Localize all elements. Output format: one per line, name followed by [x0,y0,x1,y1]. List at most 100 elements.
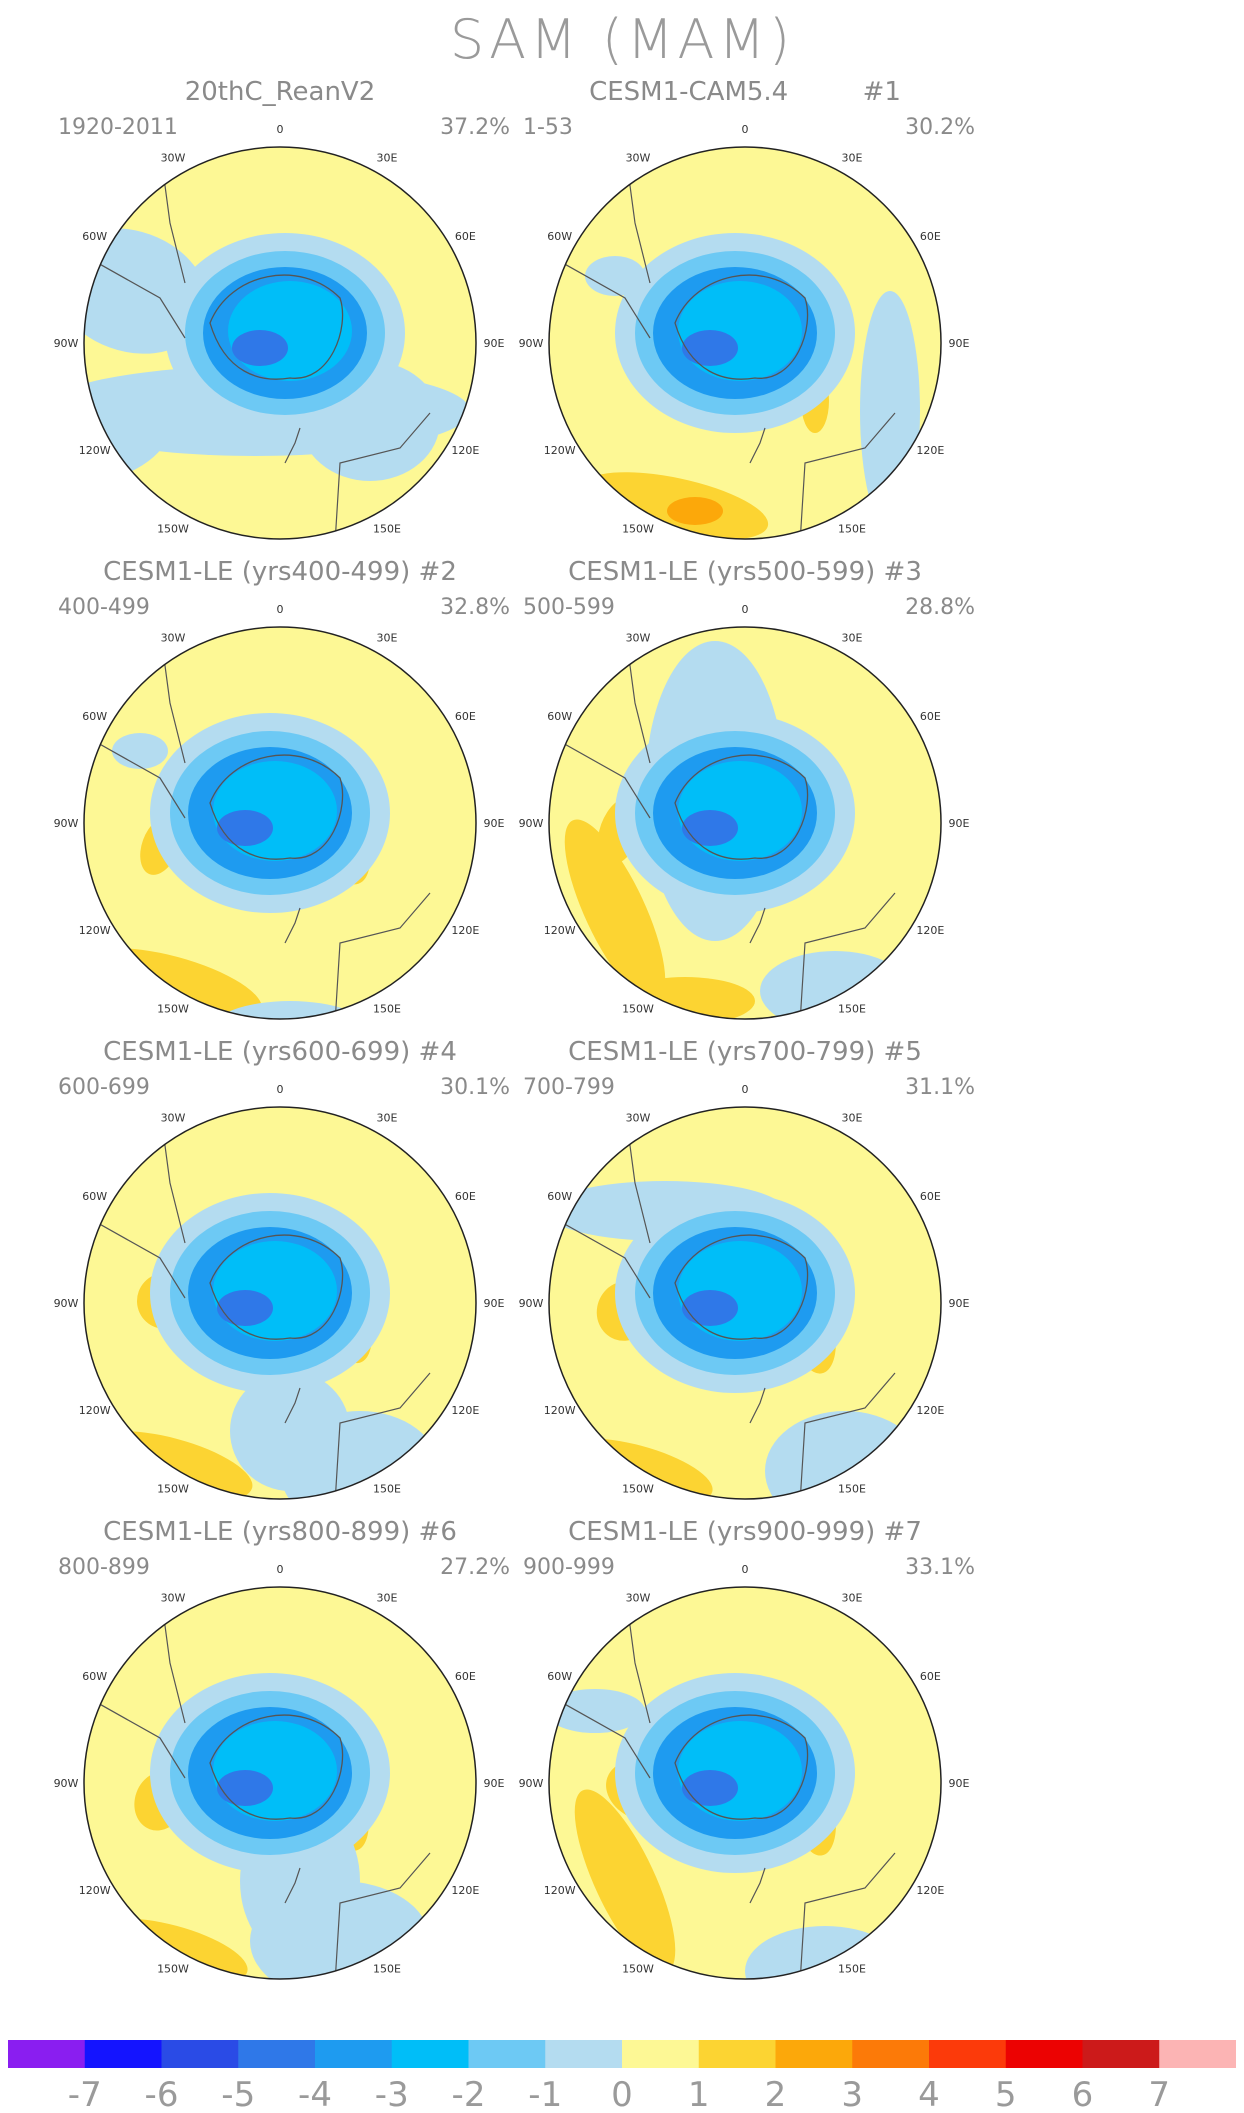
australia-coastline [799,412,896,539]
colorbar-tick-label: 5 [995,2075,1017,2112]
australia-coastline [334,412,431,539]
longitude-label: 120W [79,924,111,937]
colorbar-tick-label: 2 [765,2075,787,2112]
longitude-label: 90W [54,337,79,350]
negative-anomaly-core [217,1290,273,1326]
panel-title: CESM1-LE (yrs600-699) #4 [103,1037,457,1067]
longitude-label: 30E [377,1592,398,1605]
anomaly-contour [615,977,755,1019]
australia-coastline [799,1372,896,1499]
map-panel: CESM1-LE (yrs700-799) #5 700-799 31.1% 0 30E… [505,1037,985,1507]
negative-anomaly-core [682,330,738,366]
longitude-label: 150E [838,1482,866,1495]
longitude-label: 120E [916,1404,944,1417]
antarctica-coastline [674,274,809,380]
longitude-label: 120E [916,924,944,937]
new-zealand-coastline [749,1387,766,1424]
longitude-label: 30E [842,1592,863,1605]
negative-anomaly-core [682,1770,738,1806]
colorbar-tick-label: 0 [611,2075,633,2112]
anomaly-contour [230,1371,350,1491]
colorbar-tick-label: -7 [68,2075,102,2112]
longitude-label: 0 [277,1083,284,1096]
longitude-label: 60E [455,1190,476,1203]
longitude-label: 90W [54,1777,79,1790]
panel-period: 1-53 [523,115,573,140]
polar-map: 030E60E90E120E150E180150W120W90W60W30W [54,1083,505,1500]
longitude-label: 150E [373,1482,401,1495]
explained-variance: 30.2% [905,115,975,140]
longitude-label: 0 [277,603,284,616]
explained-variance: 30.1% [440,1075,510,1100]
panel-title: CESM1-LE (yrs700-799) #5 [568,1037,922,1067]
anomaly-contour [564,819,666,1003]
longitude-labels: 030E60E90E120E150E180150W120W90W60W30W [54,603,505,1015]
colorbar-swatch [1005,2040,1083,2068]
map-boundary [83,146,477,540]
longitude-label: 30W [626,1112,651,1125]
map-panel: 20thC_ReanV2 1920-2011 37.2% 0 30E 60E 90E 120E… [40,77,520,547]
polar-map: 030E60E90E120E150E180150W120W90W60W30W [519,1563,970,1980]
explained-variance: 31.1% [905,1075,975,1100]
longitude-label: 90E [949,337,970,350]
colorbar-tick-label: 1 [688,2075,710,2112]
longitude-label: 60W [82,710,107,723]
new-zealand-coastline [284,427,301,464]
longitude-label: 30E [377,632,398,645]
panel-title: CESM1-LE (yrs800-899) #6 [103,1517,457,1547]
longitude-label: 120E [451,1884,479,1897]
colorbar-swatch [929,2040,1007,2068]
longitude-label: 0 [742,1563,749,1576]
panel-period: 800-899 [58,1555,150,1580]
new-zealand-coastline [284,1387,301,1424]
colorbar-tick-label: -2 [452,2075,486,2112]
longitude-label: 60W [82,1190,107,1203]
longitude-label: 120W [544,924,576,937]
longitude-label: 150W [157,522,189,535]
south-america-coastline [549,252,651,339]
longitude-label: 120W [544,1404,576,1417]
longitude-label: 150W [157,1002,189,1015]
new-zealand-coastline [749,907,766,944]
map-panel: CESM1-LE (yrs500-599) #3 500-599 28.8% 0 30E… [505,557,985,1027]
longitude-label: 0 [277,1563,284,1576]
antarctica-coastline [209,1234,344,1340]
longitude-label: 150E [838,522,866,535]
longitude-label: 120W [79,1404,111,1417]
map-boundary [548,146,942,540]
longitude-label: 90E [484,1297,505,1310]
colorbar-tick-label: -1 [528,2075,562,2112]
longitude-label: 150W [157,1962,189,1975]
longitude-label: 90E [484,1777,505,1790]
south-america-coastline [84,1692,186,1779]
longitude-label: 120E [451,924,479,937]
anomaly-contour [549,1689,645,1733]
longitude-label: 60E [920,1670,941,1683]
map-panel: CESM1-LE (yrs900-999) #7 900-999 33.1% 0 30E… [505,1517,985,1987]
longitude-label: 150E [373,522,401,535]
longitude-labels: 030E60E90E120E150E180150W120W90W60W30W [519,1563,970,1975]
new-zealand-coastline [284,1867,301,1904]
new-zealand-coastline [749,1867,766,1904]
negative-anomaly-core [682,1290,738,1326]
negative-anomaly-contour [678,761,802,861]
south-america-coastline [549,1692,651,1779]
longitude-labels: 030E60E90E120E150E180150W120W90W60W30W [519,603,970,1015]
longitude-label: 30W [161,632,186,645]
longitude-label: 90E [484,337,505,350]
panel-period: 500-599 [523,595,615,620]
longitude-label: 30E [842,152,863,165]
longitude-label: 60E [920,230,941,243]
longitude-label: 30W [626,632,651,645]
negative-anomaly-core [217,1770,273,1806]
longitude-label: 90E [949,1777,970,1790]
longitude-label: 60E [455,230,476,243]
colorbar-swatch [8,2040,86,2068]
map-panel: CESM1-LE (yrs400-499) #2 400-499 32.8% 0 30E… [40,557,520,1027]
antarctica-coastline [674,754,809,860]
polar-map: 030E60E90E120E150E180150W120W90W60W30W [519,1083,970,1500]
panel-period: 900-999 [523,1555,615,1580]
colorbar-swatch [622,2040,700,2068]
longitude-label: 90W [519,337,544,350]
longitude-label: 90W [54,1297,79,1310]
